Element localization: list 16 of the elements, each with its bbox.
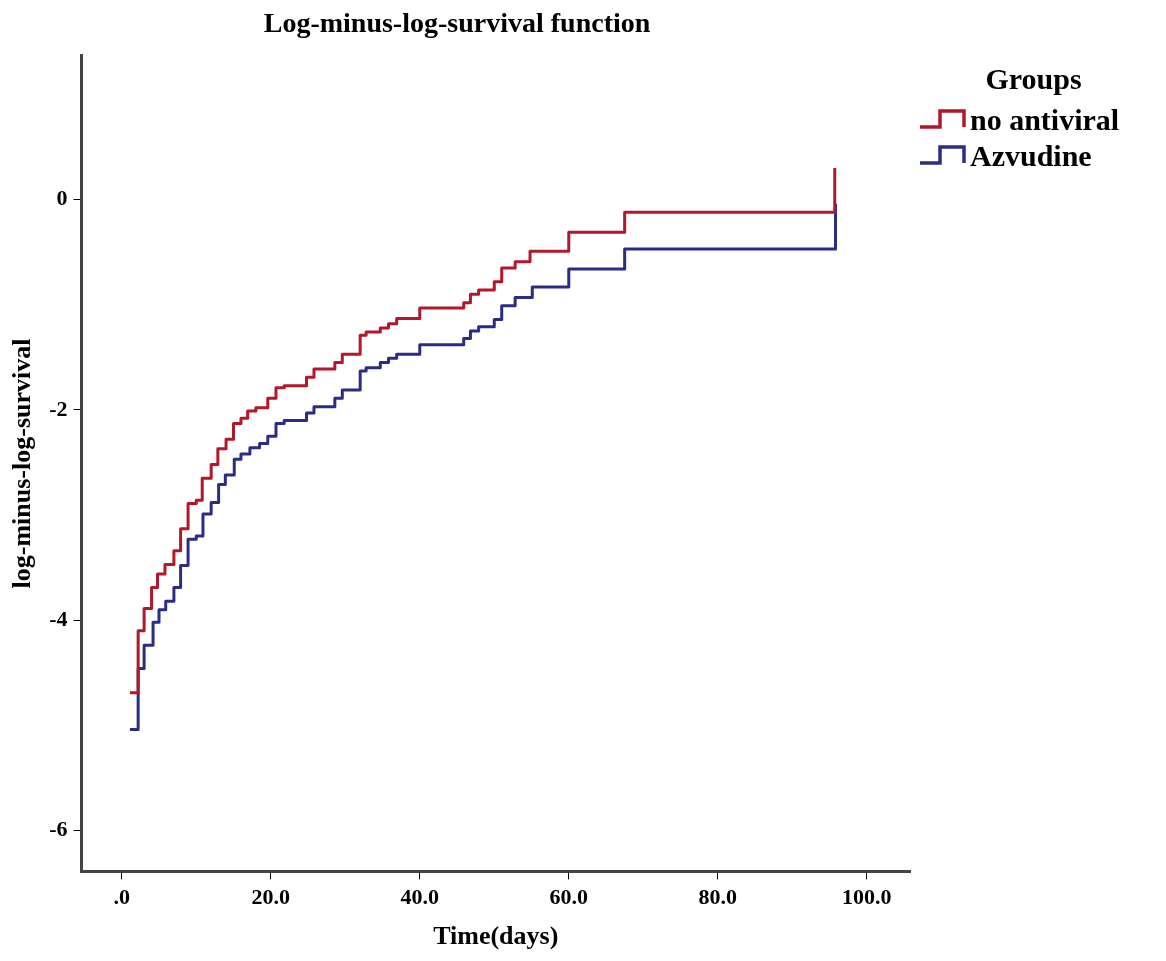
y-tick-label: -4 (49, 605, 68, 631)
x-tick-label: 60.0 (549, 884, 589, 910)
y-tick-label: 0 (56, 185, 68, 211)
x-tick-label: 100.0 (842, 884, 892, 910)
x-tick-label: .0 (113, 884, 131, 910)
y-tick-label: -6 (49, 816, 68, 842)
x-axis-title: Time(days) (433, 921, 559, 951)
x-tick-label: 80.0 (698, 884, 738, 910)
y-tick-label: -2 (49, 395, 68, 421)
chart-title: Log-minus-log-survival function (263, 7, 651, 39)
y-axis-title: log-minus-log-survival (7, 338, 37, 589)
x-tick-label: 20.0 (251, 884, 291, 910)
legend-title: Groups (984, 62, 1083, 96)
x-tick-label: 40.0 (400, 884, 440, 910)
legend-label: Azvudine (970, 139, 1092, 173)
legend-label: no antiviral (970, 103, 1120, 137)
